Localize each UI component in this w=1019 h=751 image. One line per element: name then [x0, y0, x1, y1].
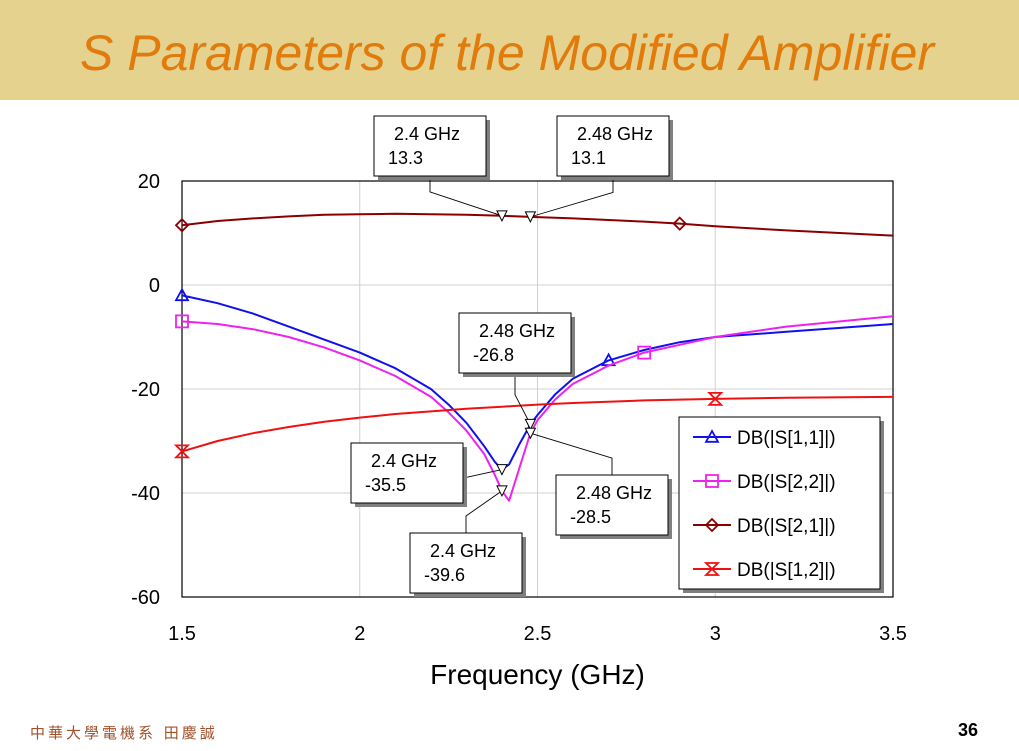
legend-marker-s21 — [704, 517, 720, 533]
legend-label-s21: DB(|S[2,1]|) — [737, 516, 836, 537]
series-marker-s12 — [173, 444, 191, 459]
annotation-frequency: 2.4 GHz — [394, 124, 460, 144]
annotation-marker — [524, 211, 537, 223]
legend-marker-s11 — [704, 429, 720, 443]
annotation-value: -35.5 — [365, 475, 406, 495]
legend-label-s11: DB(|S[1,1]|) — [737, 428, 836, 449]
annotation-value: -28.5 — [570, 507, 611, 527]
annotation-value: -26.8 — [473, 345, 514, 365]
annotation-box — [458, 312, 572, 374]
annotation-frequency: 2.48 GHz — [577, 124, 653, 144]
annotation-leader — [465, 490, 503, 533]
footer-author: 中華大學電機系 田慶誠 — [30, 724, 218, 742]
page-number: 36 — [958, 720, 979, 740]
legend-label-s22: DB(|S[2,2]|) — [737, 472, 836, 493]
legend-marker-s22 — [705, 474, 719, 488]
annotation-value: -39.6 — [424, 565, 465, 585]
annotation-value: 13.1 — [571, 148, 606, 168]
annotation-box — [409, 532, 523, 594]
x-tick-label: 3 — [710, 623, 721, 645]
annotation-box — [373, 115, 487, 177]
annotation-marker — [496, 485, 508, 498]
series-line-s12 — [181, 395, 894, 453]
series-line-s21 — [181, 212, 894, 237]
y-tick-label: -40 — [131, 483, 160, 505]
series-marker-s22 — [175, 314, 189, 329]
annotation-frequency: 2.4 GHz — [371, 451, 437, 471]
annotation-marker — [524, 427, 537, 440]
legend-label-s12: DB(|S[1,2]|) — [737, 560, 836, 581]
annotation-frequency: 2.4 GHz — [430, 541, 496, 561]
plot-frame — [181, 180, 894, 598]
annotation-marker — [496, 210, 508, 222]
annotation-value: 13.3 — [388, 148, 423, 168]
annotation-frequency: 2.48 GHz — [576, 483, 652, 503]
x-tick-label: 3.5 — [879, 623, 907, 645]
series-marker-s11 — [174, 287, 190, 302]
annotation-frequency: 2.48 GHz — [479, 321, 555, 341]
y-tick-label: -60 — [131, 587, 160, 609]
slide-title: S Parameters of the Modified Amplifier — [80, 25, 935, 81]
x-tick-label: 2.5 — [524, 623, 552, 645]
annotation-leader — [530, 176, 614, 218]
legend-box — [678, 416, 881, 590]
annotation-box — [556, 115, 670, 177]
y-tick-label: 0 — [149, 275, 160, 297]
x-tick-label: 1.5 — [168, 623, 196, 645]
series-marker-s12 — [707, 391, 724, 406]
y-tick-label: -20 — [131, 379, 160, 401]
x-axis-label: Frequency (GHz) — [430, 659, 645, 690]
annotation-marker — [524, 418, 537, 431]
x-tick-label: 2 — [354, 623, 365, 645]
annotation-leader — [429, 176, 503, 217]
series-marker-s21 — [672, 216, 687, 231]
y-tick-label: 20 — [138, 171, 160, 193]
title-bar — [0, 0, 1019, 100]
series-marker-s21 — [174, 217, 190, 233]
annotation-leader — [514, 373, 531, 425]
annotation-box — [350, 442, 464, 504]
series-marker-s22 — [637, 345, 652, 360]
annotation-leader — [530, 432, 613, 475]
annotation-box — [555, 474, 669, 536]
legend-marker-s12 — [703, 562, 721, 576]
annotation-marker — [496, 464, 508, 476]
